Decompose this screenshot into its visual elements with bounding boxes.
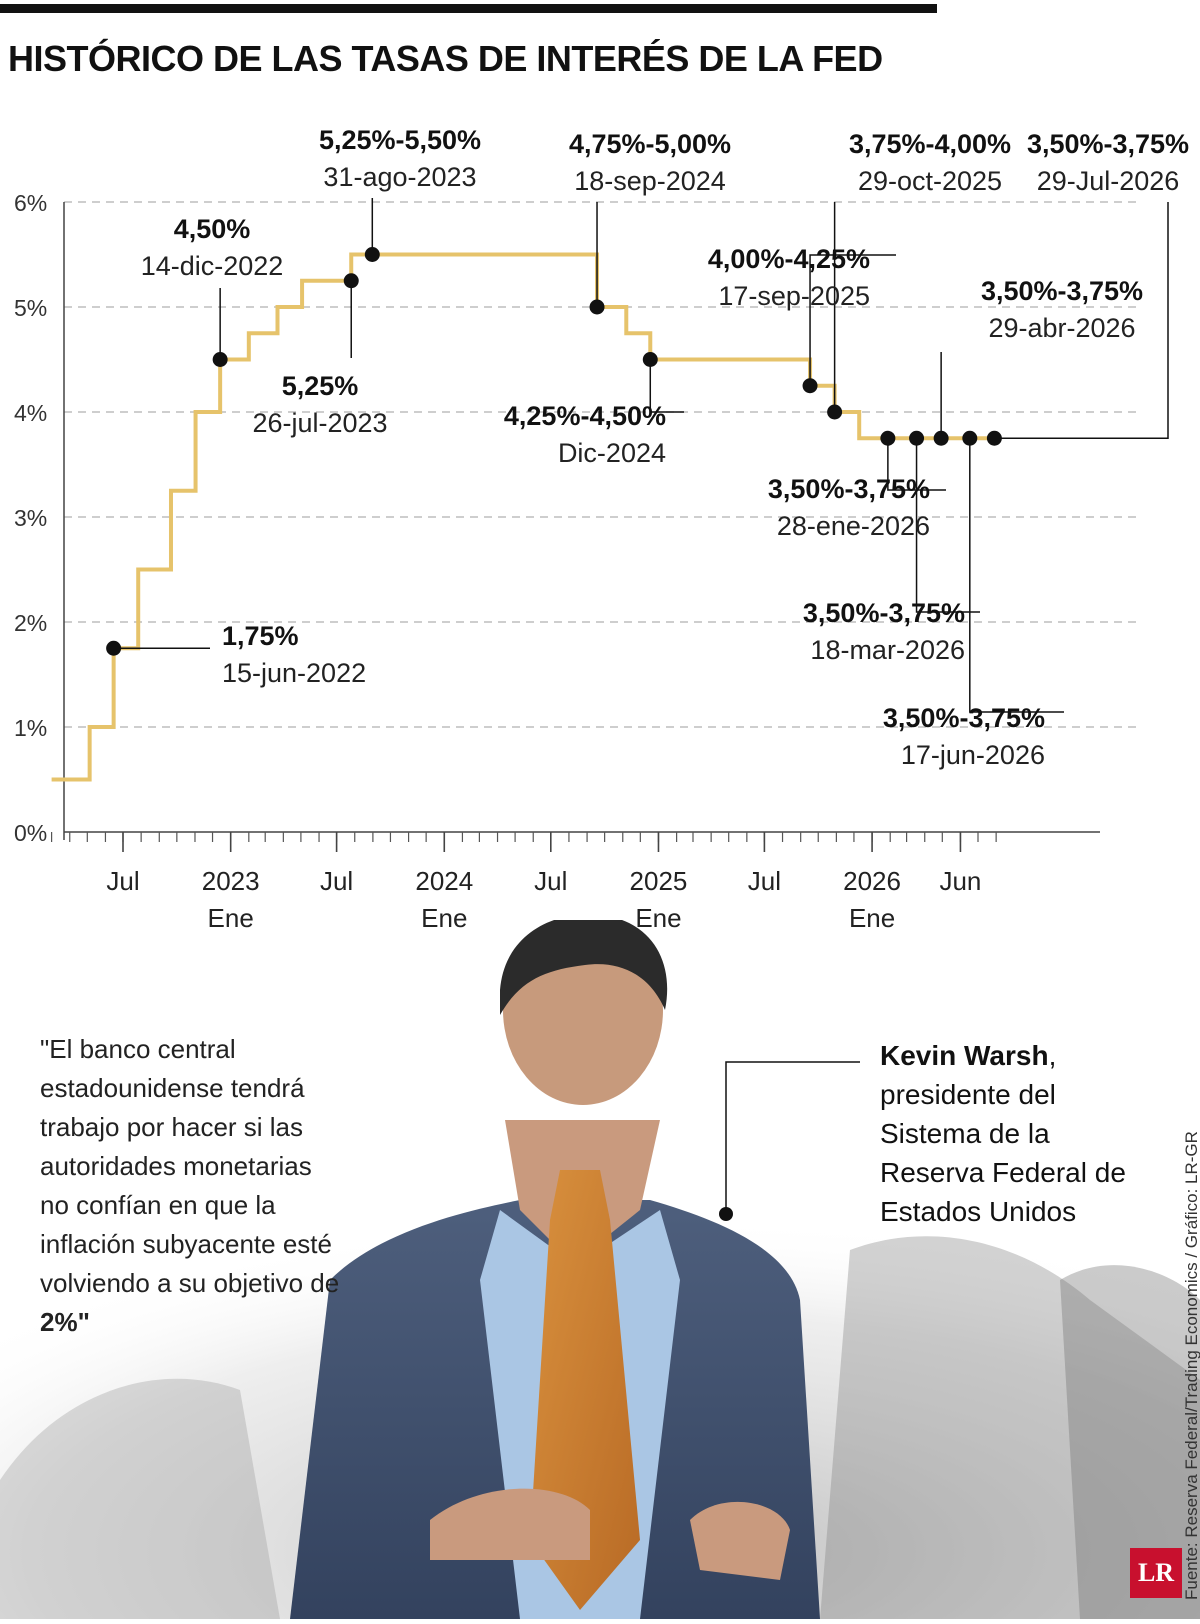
annotation-point: [802, 378, 818, 394]
annotation-rate: 3,50%-3,75%: [981, 276, 1143, 306]
person-role-line-1: presidente del: [880, 1079, 1056, 1110]
x-tick-label: 2026: [843, 866, 901, 896]
y-tick-label: 1%: [14, 715, 47, 741]
annotation-date: 18-mar-2026: [810, 635, 965, 665]
lr-logo: LR: [1130, 1548, 1182, 1598]
annotation-date: 29-oct-2025: [858, 166, 1002, 196]
annotation-rate: 3,50%-3,75%: [803, 598, 965, 628]
annotation-date: 15-jun-2022: [222, 658, 366, 688]
annotation-point: [343, 273, 359, 289]
annotation-date: 17-jun-2026: [901, 740, 1045, 770]
person-name-suffix: ,: [1048, 1040, 1057, 1071]
annotation-rate: 4,75%-5,00%: [569, 129, 731, 159]
annotation-rate: 4,25%-4,50%: [504, 401, 666, 431]
x-tick-label: 2025: [630, 866, 688, 896]
annotation-date: 28-ene-2026: [777, 511, 930, 541]
annotation-point: [880, 430, 896, 446]
annotation-leader: [915, 438, 980, 613]
annotation-point: [986, 430, 1002, 446]
label-layer: 1,75% 15-jun-2022 4,50% 14-dic-2022 5,25% 26-…: [141, 125, 1189, 770]
annotation-point: [212, 352, 228, 367]
axis-layer: 0% 1% 2% 3% 4% 5% 6% Jul 2023 Ene Jul 2024 Ene Jul 202…: [14, 190, 1100, 930]
annotation-point: [106, 640, 122, 656]
x-tick-sublabel: Ene: [421, 903, 467, 930]
x-tick-sublabel: Ene: [849, 903, 895, 930]
annotation-date: 14-dic-2022: [141, 251, 284, 281]
annotation-point: [364, 247, 380, 262]
annotation-point: [642, 352, 658, 367]
y-tick-label: 3%: [14, 505, 47, 531]
y-tick-label: 5%: [14, 295, 47, 321]
person-role-line-2: Sistema de la: [880, 1118, 1050, 1149]
annotation-rate: 4,00%-4,25%: [708, 244, 870, 274]
annotation-leader: [649, 359, 684, 413]
annotation-rate: 3,75%-4,00%: [849, 129, 1011, 159]
y-tick-label: 2%: [14, 610, 47, 636]
annotation-point: [589, 299, 605, 315]
annotation-leader: [809, 254, 896, 386]
annotation-rate: 3,50%-3,75%: [768, 474, 930, 504]
source-note: Fuente: Reserva Federal/Trading Economic…: [1182, 1131, 1200, 1600]
y-tick-label: 6%: [14, 190, 47, 216]
annotation-rate: 1,75%: [222, 621, 299, 651]
annotation-point: [962, 430, 978, 446]
annotation-rate: 3,50%-3,75%: [1027, 129, 1189, 159]
person-role-line-4: Estados Unidos: [880, 1196, 1077, 1227]
marker-layer: [106, 247, 1002, 656]
y-tick-label: 0%: [14, 820, 47, 846]
x-tick-label: Jul: [748, 866, 781, 896]
annotation-point: [827, 404, 843, 420]
annotation-date: 26-jul-2023: [252, 408, 387, 438]
quote-body: "El banco central estadounidense tendrá …: [40, 1034, 340, 1298]
x-tick-label: 2024: [415, 866, 473, 896]
photo-kevin-warsh: [0, 914, 1200, 1619]
annotation-date: 29-Jul-2026: [1037, 166, 1180, 196]
annotation-point: [933, 430, 949, 446]
annotation-leader: [969, 438, 1064, 713]
annotation-date: 18-sep-2024: [574, 166, 726, 196]
annotation-rate: 5,25%-5,50%: [319, 125, 481, 155]
annotation-point: [909, 430, 925, 446]
x-tick-label: Jul: [534, 866, 567, 896]
x-tick-sublabel: Ene: [635, 903, 681, 930]
quote-emphasis: 2%": [40, 1307, 90, 1337]
x-tick-label: 2023: [202, 866, 260, 896]
person-role-line-3: Reserva Federal de: [880, 1157, 1126, 1188]
leader-layer: [113, 198, 1169, 713]
x-tick-label: Jul: [106, 866, 139, 896]
person-name: Kevin Warsh: [880, 1040, 1049, 1071]
quote-text: "El banco central estadounidense tendrá …: [40, 1030, 340, 1342]
annotation-date: 29-abr-2026: [988, 313, 1135, 343]
annotation-rate: 3,50%-3,75%: [883, 703, 1045, 733]
y-tick-label: 4%: [14, 400, 47, 426]
annotation-date: 17-sep-2025: [718, 281, 870, 311]
x-tick-label: Jul: [320, 866, 353, 896]
annotation-date: 31-ago-2023: [323, 162, 476, 192]
annotation-rate: 5,25%: [282, 371, 359, 401]
annotation-date: Dic-2024: [558, 438, 666, 468]
annotation-leader: [887, 438, 946, 491]
person-caption: Kevin Warsh, presidente del Sistema de l…: [880, 1036, 1126, 1231]
x-tick-label: Jun: [939, 866, 981, 896]
x-tick-sublabel: Ene: [208, 903, 254, 930]
annotation-rate: 4,50%: [174, 214, 251, 244]
chart-title: HISTÓRICO DE LAS TASAS DE INTERÉS DE LA …: [8, 38, 883, 79]
top-rule: [0, 4, 937, 13]
annotation-leader: [994, 202, 1169, 439]
fed-rate-chart: 0% 1% 2% 3% 4% 5% 6% Jul 2023 Ene Jul 2024 Ene Jul 202…: [14, 125, 1189, 930]
